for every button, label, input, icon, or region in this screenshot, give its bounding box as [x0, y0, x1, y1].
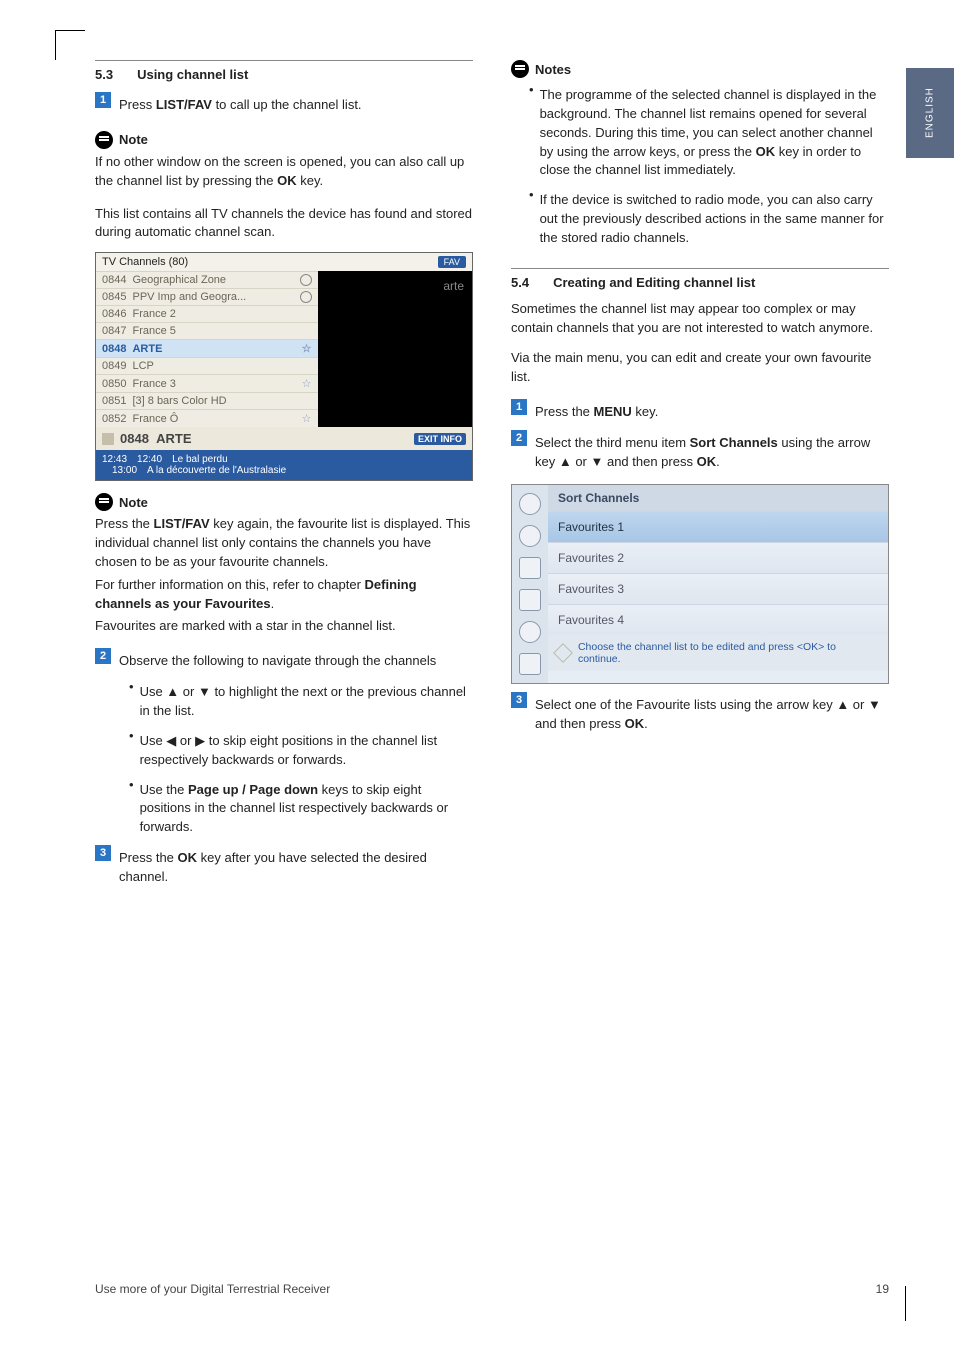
section-number: 5.3: [95, 67, 113, 82]
tv-channel-list-screenshot: TV Channels (80) FAV 0844Geographical Zo…: [95, 252, 473, 481]
step-badge-2: 2: [511, 430, 527, 446]
section-header-5-3: 5.3 Using channel list: [95, 67, 473, 82]
sort-row: Favourites 1: [548, 511, 888, 542]
section-title: Creating and Editing channel list: [553, 275, 755, 290]
step-2: 2 Observe the following to navigate thro…: [95, 648, 473, 675]
r-step-2: 2 Select the third menu item Sort Channe…: [511, 430, 889, 476]
note-label: Note: [119, 495, 148, 510]
step-badge-1: 1: [511, 399, 527, 415]
sort-row: Favourites 4: [548, 604, 888, 635]
note-icon: [95, 131, 113, 149]
sort-channels-screenshot: Sort Channels Favourites 1Favourites 2Fa…: [511, 484, 889, 684]
notes-label: Notes: [535, 62, 571, 77]
footer-page-number: 19: [876, 1282, 889, 1296]
step-1-text: Press LIST/FAV to call up the channel li…: [119, 96, 362, 115]
note-bullet: If the device is switched to radio mode,…: [529, 187, 889, 252]
step-2-text: Observe the following to navigate throug…: [119, 652, 436, 671]
tv-row: 0848ARTE☆: [96, 339, 318, 357]
r-step-1-text: Press the MENU key.: [535, 403, 658, 422]
tv-bottom-bar: 0848 ARTE EXIT INFO: [96, 427, 472, 450]
notes-heading: Notes: [511, 60, 889, 78]
sort-row: Favourites 3: [548, 573, 888, 604]
sort-main: Sort Channels Favourites 1Favourites 2Fa…: [548, 485, 888, 683]
tv-row: 0851[3] 8 bars Color HD: [96, 392, 318, 409]
r-step-1: 1 Press the MENU key.: [511, 399, 889, 426]
screen-icon: [519, 589, 541, 611]
note-icon: [511, 60, 529, 78]
step-3: 3 Press the OK key after you have select…: [95, 845, 473, 891]
fav-badge: FAV: [438, 256, 466, 268]
sort-sidebar-icons: [512, 485, 548, 683]
tv-row: 0846France 2: [96, 305, 318, 322]
sort-title: Sort Channels: [548, 485, 888, 511]
tv-list: 0844Geographical Zone0845PPV Imp and Geo…: [96, 271, 318, 427]
note-heading: Note: [95, 131, 473, 149]
sort-footer-text: Choose the channel list to be edited and…: [578, 641, 880, 665]
step-badge-2: 2: [95, 648, 111, 664]
section-title: Using channel list: [137, 67, 248, 82]
r-step-3: 3 Select one of the Favourite lists usin…: [511, 692, 889, 738]
globe-icon: [519, 525, 541, 547]
step-badge-3: 3: [95, 845, 111, 861]
tv-bottom-badge: EXIT INFO: [414, 433, 466, 445]
lock-icon: [519, 653, 541, 675]
tv-bottom-name: ARTE: [156, 431, 191, 446]
crop-mark-tl: [55, 30, 85, 60]
magnifier-icon: [519, 493, 541, 515]
tv-row: 0852France Ô☆: [96, 409, 318, 427]
step-1: 1 Press LIST/FAV to call up the channel …: [95, 92, 473, 119]
section-header-5-4: 5.4 Creating and Editing channel list: [511, 275, 889, 290]
language-tab: ENGLISH: [906, 68, 954, 158]
r-step-3-text: Select one of the Favourite lists using …: [535, 696, 889, 734]
para-5-4-a: Sometimes the channel list may appear to…: [511, 300, 889, 338]
note-bullet: The programme of the selected channel is…: [529, 82, 889, 184]
list-icon: [519, 557, 541, 579]
sort-row: Favourites 2: [548, 542, 888, 573]
nav-bullet: Use the Page up / Page down keys to skip…: [129, 777, 473, 842]
right-column: Notes The programme of the selected chan…: [511, 60, 889, 895]
section-number: 5.4: [511, 275, 529, 290]
nav-bullet: Use ▲ or ▼ to highlight the next or the …: [129, 679, 473, 725]
section-rule: [95, 60, 473, 61]
step-badge-1: 1: [95, 92, 111, 108]
tv-row: 0849LCP: [96, 357, 318, 374]
tv-bottom-icon: [102, 433, 114, 445]
tv-preview: arte: [318, 271, 472, 427]
step-badge-3: 3: [511, 692, 527, 708]
note-heading-2: Note: [95, 493, 473, 511]
tv-row: 0844Geographical Zone: [96, 271, 318, 288]
crop-mark-br: [905, 1286, 906, 1321]
note-icon: [95, 493, 113, 511]
page-footer: Use more of your Digital Terrestrial Rec…: [95, 1282, 889, 1296]
tv-bottom-num: 0848: [120, 431, 149, 446]
note-2-body-c: Favourites are marked with a star in the…: [95, 617, 473, 636]
note-2-body-b: For further information on this, refer t…: [95, 576, 473, 614]
page-columns: 5.3 Using channel list 1 Press LIST/FAV …: [95, 60, 889, 895]
left-column: 5.3 Using channel list 1 Press LIST/FAV …: [95, 60, 473, 895]
step-3-text: Press the OK key after you have selected…: [119, 849, 473, 887]
para-5-4-b: Via the main menu, you can edit and crea…: [511, 349, 889, 387]
r-step-2-text: Select the third menu item Sort Channels…: [535, 434, 889, 472]
tv-row: 0847France 5: [96, 322, 318, 339]
tv-header-title: TV Channels (80): [102, 256, 188, 268]
tv-schedule: 12:4312:40Le bal perdu13:00A la découver…: [96, 450, 472, 480]
tv-body: 0844Geographical Zone0845PPV Imp and Geo…: [96, 271, 472, 427]
note-2-body: Press the LIST/FAV key again, the favour…: [95, 515, 473, 572]
para-device-list: This list contains all TV channels the d…: [95, 205, 473, 243]
note-1-body: If no other window on the screen is open…: [95, 153, 473, 191]
section-rule: [511, 268, 889, 269]
ok-diamond-icon: [553, 643, 573, 663]
footer-left: Use more of your Digital Terrestrial Rec…: [95, 1282, 330, 1296]
tv-row: 0845PPV Imp and Geogra...: [96, 288, 318, 305]
nav-bullet: Use ◀ or ▶ to skip eight positions in th…: [129, 728, 473, 774]
gear-icon: [519, 621, 541, 643]
note-label: Note: [119, 132, 148, 147]
sort-footer: Choose the channel list to be edited and…: [548, 635, 888, 671]
tv-header: TV Channels (80) FAV: [96, 253, 472, 271]
tv-row: 0850France 3☆: [96, 374, 318, 392]
